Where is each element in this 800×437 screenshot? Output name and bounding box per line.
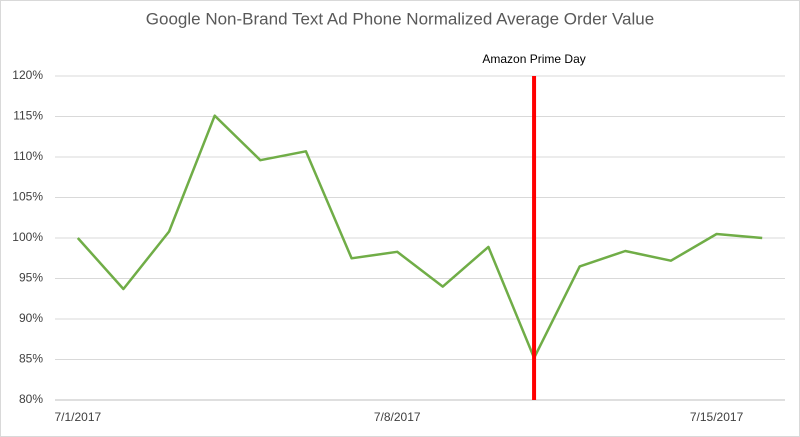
y-tick-label: 85% [19,352,43,366]
chart-title: Google Non-Brand Text Ad Phone Normalize… [146,9,654,28]
annotation-label: Amazon Prime Day [482,52,585,66]
y-tick-label: 95% [19,271,43,285]
y-tick-label: 120% [12,68,43,82]
y-tick-label: 100% [12,230,43,244]
data-line [76,114,763,360]
y-tick-label: 115% [13,109,43,123]
y-tick-label: 110% [13,149,43,163]
y-tick-label: 80% [19,392,43,406]
y-tick-label: 105% [12,190,43,204]
x-tick-label: 7/8/2017 [374,410,421,424]
x-tick-label: 7/1/2017 [54,410,101,424]
x-tick-label: 7/15/2017 [690,410,744,424]
y-tick-label: 90% [19,311,43,325]
